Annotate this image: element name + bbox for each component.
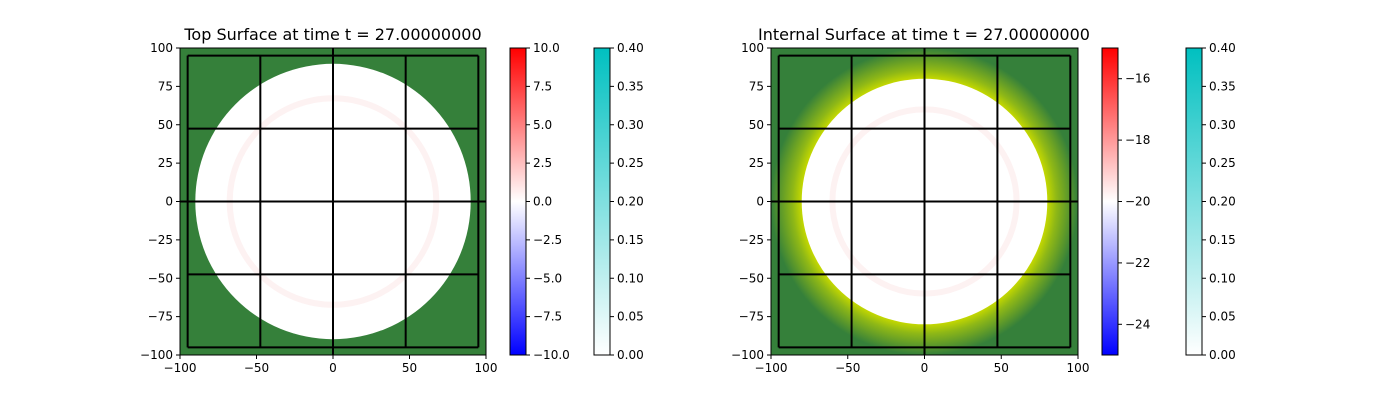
y-tick-label: −50 bbox=[148, 271, 173, 285]
colorbar-tick-label: −24 bbox=[1125, 317, 1150, 331]
colorbar-tick-label: −22 bbox=[1125, 256, 1150, 270]
colorbar-tick-label: −10.0 bbox=[533, 348, 570, 362]
y-tick-label: −100 bbox=[731, 348, 764, 362]
y-tick-label: 100 bbox=[150, 41, 173, 55]
colorbar-tick-label: 0.25 bbox=[1209, 156, 1236, 170]
colorbar-tick-label: 0.00 bbox=[1209, 348, 1236, 362]
sequential-colorbar bbox=[1185, 47, 1203, 356]
colorbar-tick-label: 0.10 bbox=[617, 271, 644, 285]
x-tick-label: 100 bbox=[475, 361, 498, 375]
y-tick-label: −50 bbox=[739, 271, 764, 285]
colorbar-tick-label: 0.20 bbox=[1209, 195, 1236, 209]
colorbar-tick-label: −5.0 bbox=[533, 271, 562, 285]
sequential-colorbar bbox=[593, 47, 611, 356]
colorbar-tick-label: −16 bbox=[1125, 72, 1150, 86]
colorbar-tick-label: 0.0 bbox=[533, 195, 552, 209]
y-tick-label: −75 bbox=[739, 310, 764, 324]
x-tick-label: −100 bbox=[164, 361, 197, 375]
internal-surface-colorbars: −24 −22 −20 −18 −16 0.00 0.05 0.10 0.15 0.20 0.25 0… bbox=[1101, 41, 1236, 362]
y-tick-label: 50 bbox=[749, 118, 764, 132]
colorbar-tick-label: 0.35 bbox=[1209, 79, 1236, 93]
colorbar-tick-label: 0.20 bbox=[617, 195, 644, 209]
x-tick-label: 50 bbox=[994, 361, 1009, 375]
colorbar-tick-label: 0.15 bbox=[617, 233, 644, 247]
diverging-colorbar bbox=[1101, 47, 1119, 356]
colorbar-tick-label: 0.35 bbox=[617, 79, 644, 93]
colorbar-tick-label: 7.5 bbox=[533, 79, 552, 93]
colorbar-tick-label: 0.00 bbox=[617, 348, 644, 362]
x-tick-label: 100 bbox=[1067, 361, 1090, 375]
x-tick-label: −50 bbox=[244, 361, 269, 375]
colorbar-tick-label: 0.05 bbox=[617, 310, 644, 324]
internal-surface-panel: Internal Surface at time t = 27.00000000… bbox=[731, 25, 1236, 375]
y-tick-label: 75 bbox=[158, 79, 173, 93]
top-surface-panel: Top Surface at time t = 27.00000000 −100… bbox=[140, 25, 644, 375]
diverging-colorbar bbox=[509, 47, 527, 356]
y-tick-label: 75 bbox=[749, 79, 764, 93]
y-tick-label: 0 bbox=[165, 195, 173, 209]
colorbar-tick-label: 0.30 bbox=[1209, 118, 1236, 132]
colorbar-tick-label: 0.05 bbox=[1209, 310, 1236, 324]
colorbar-tick-label: 0.40 bbox=[617, 41, 644, 55]
x-tick-label: 0 bbox=[921, 361, 929, 375]
y-tick-label: −25 bbox=[148, 233, 173, 247]
colorbar-tick-label: 0.15 bbox=[1209, 233, 1236, 247]
y-tick-label: −25 bbox=[739, 233, 764, 247]
colorbar-tick-label: 0.40 bbox=[1209, 41, 1236, 55]
colorbar-tick-label: −2.5 bbox=[533, 233, 562, 247]
colorbar-tick-label: −7.5 bbox=[533, 310, 562, 324]
y-tick-label: −100 bbox=[140, 348, 173, 362]
colorbar-tick-label: −18 bbox=[1125, 133, 1150, 147]
y-tick-label: −75 bbox=[148, 310, 173, 324]
y-tick-label: 50 bbox=[158, 118, 173, 132]
colorbar-tick-label: 2.5 bbox=[533, 156, 552, 170]
colorbar-tick-label: 10.0 bbox=[533, 41, 560, 55]
internal-surface-title: Internal Surface at time t = 27.00000000 bbox=[758, 25, 1090, 44]
x-tick-label: 50 bbox=[402, 361, 417, 375]
top-surface-colorbars: −10.0 −7.5 −5.0 −2.5 0.0 2.5 5.0 7.5 10.0 0.00 0.0… bbox=[509, 41, 644, 362]
x-tick-label: −100 bbox=[755, 361, 788, 375]
colorbar-tick-label: 5.0 bbox=[533, 118, 552, 132]
y-tick-label: 100 bbox=[741, 41, 764, 55]
colorbar-tick-label: 0.10 bbox=[1209, 271, 1236, 285]
top-surface-title: Top Surface at time t = 27.00000000 bbox=[183, 25, 481, 44]
y-tick-label: 0 bbox=[756, 195, 764, 209]
x-tick-label: −50 bbox=[835, 361, 860, 375]
colorbar-tick-label: 0.30 bbox=[617, 118, 644, 132]
colorbar-tick-label: 0.25 bbox=[617, 156, 644, 170]
top-surface-plot: −100 −50 0 50 100 −100 −75 −50 −25 0 25 50 75 100 bbox=[140, 41, 497, 375]
x-tick-label: 0 bbox=[329, 361, 337, 375]
y-tick-label: 25 bbox=[749, 156, 764, 170]
colorbar-tick-label: −20 bbox=[1125, 195, 1150, 209]
internal-surface-plot: −100 −50 0 50 100 −100 −75 −50 −25 0 25 50 75 100 bbox=[731, 41, 1089, 375]
y-tick-label: 25 bbox=[158, 156, 173, 170]
